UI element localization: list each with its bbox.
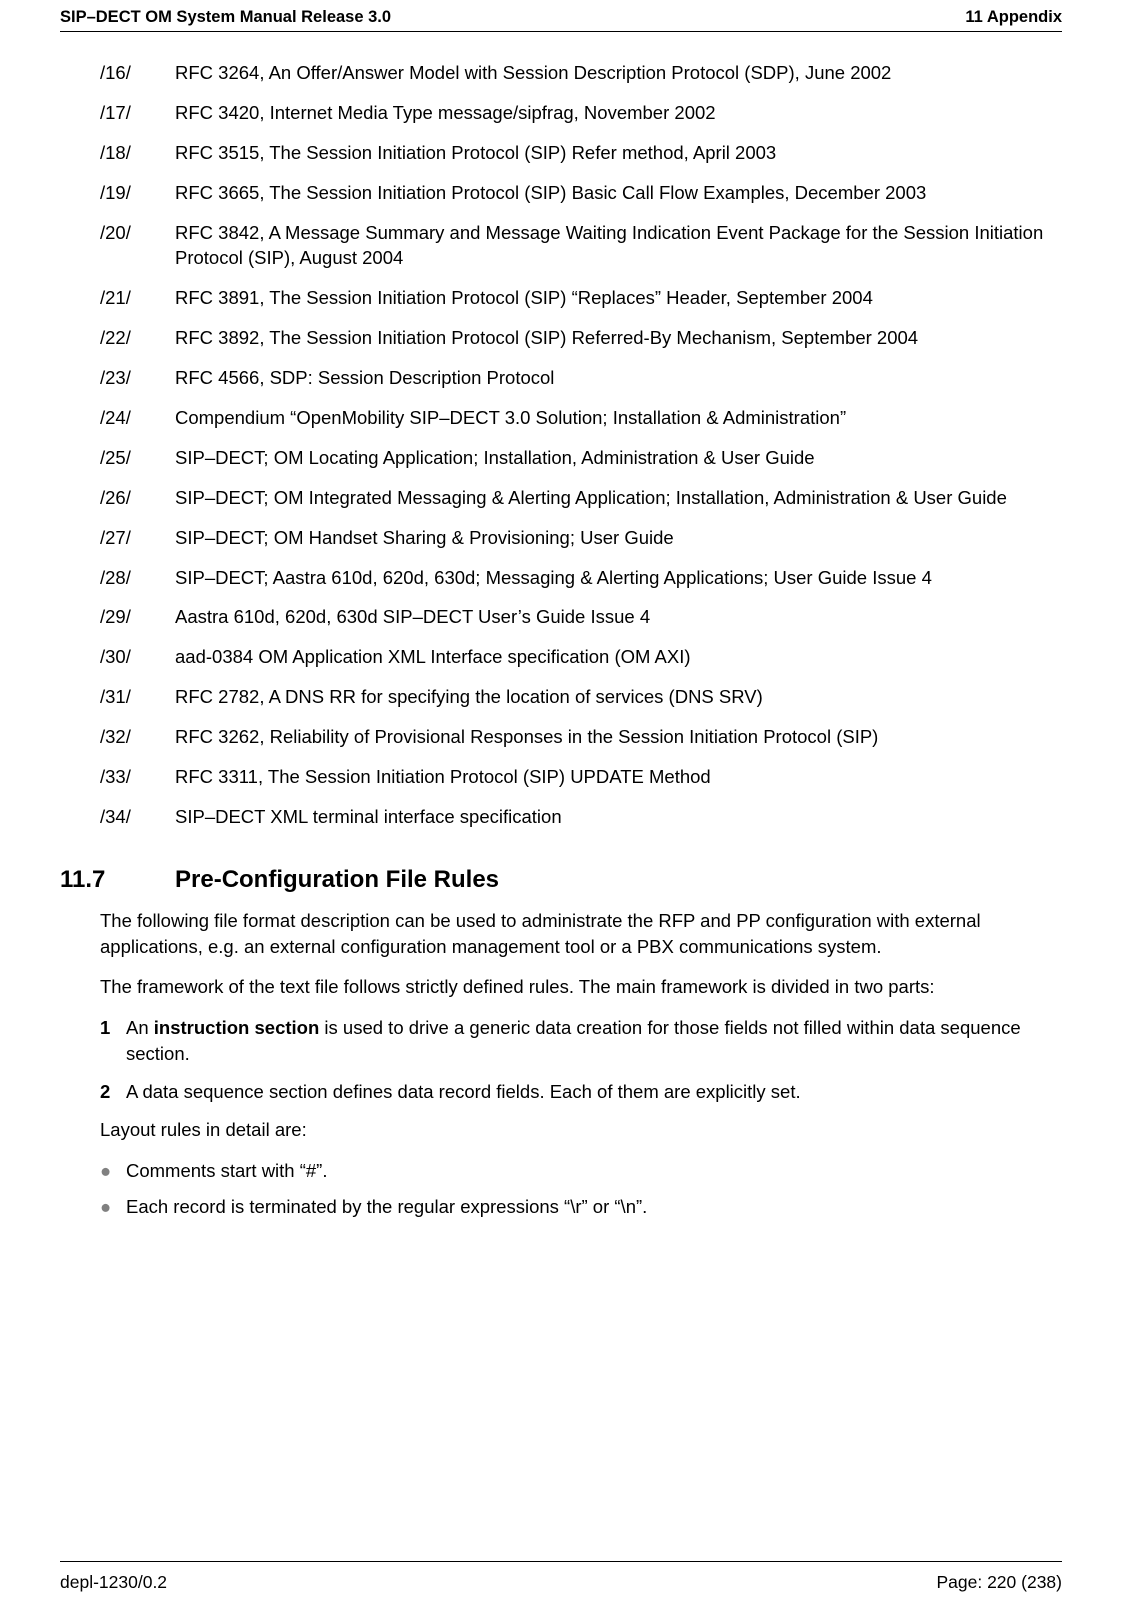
- body-paragraph: The following file format description ca…: [100, 908, 1062, 961]
- reference-number: /20/: [100, 220, 175, 272]
- reference-item: /21/RFC 3891, The Session Initiation Pro…: [100, 285, 1062, 311]
- reference-text: Aastra 610d, 620d, 630d SIP–DECT User’s …: [175, 604, 1062, 630]
- reference-number: /25/: [100, 445, 175, 471]
- reference-item: /34/SIP–DECT XML terminal interface spec…: [100, 804, 1062, 830]
- reference-item: /24/Compendium “OpenMobility SIP–DECT 3.…: [100, 405, 1062, 431]
- reference-text: RFC 3420, Internet Media Type message/si…: [175, 100, 1062, 126]
- reference-text: RFC 3891, The Session Initiation Protoco…: [175, 285, 1062, 311]
- reference-number: /17/: [100, 100, 175, 126]
- numbered-item-text: A data sequence section defines data rec…: [126, 1079, 1052, 1105]
- reference-item: /23/RFC 4566, SDP: Session Description P…: [100, 365, 1062, 391]
- reference-item: /22/RFC 3892, The Session Initiation Pro…: [100, 325, 1062, 351]
- reference-number: /22/: [100, 325, 175, 351]
- reference-number: /28/: [100, 565, 175, 591]
- reference-number: /29/: [100, 604, 175, 630]
- reference-item: /29/Aastra 610d, 620d, 630d SIP–DECT Use…: [100, 604, 1062, 630]
- reference-item: /33/RFC 3311, The Session Initiation Pro…: [100, 764, 1062, 790]
- section-number: 11.7: [60, 866, 175, 894]
- page-footer: depl-1230/0.2 Page: 220 (238): [60, 1561, 1062, 1593]
- reference-text: SIP–DECT; OM Handset Sharing & Provision…: [175, 525, 1062, 551]
- reference-number: /27/: [100, 525, 175, 551]
- reference-item: /28/SIP–DECT; Aastra 610d, 620d, 630d; M…: [100, 565, 1062, 591]
- reference-text: SIP–DECT XML terminal interface specific…: [175, 804, 1062, 830]
- reference-item: /20/RFC 3842, A Message Summary and Mess…: [100, 220, 1062, 272]
- reference-number: /26/: [100, 485, 175, 511]
- page-content: /16/RFC 3264, An Offer/Answer Model with…: [60, 32, 1062, 1220]
- footer-left: depl-1230/0.2: [60, 1572, 167, 1593]
- body-paragraph: Layout rules in detail are:: [100, 1117, 1062, 1143]
- reference-item: /17/RFC 3420, Internet Media Type messag…: [100, 100, 1062, 126]
- reference-text: RFC 2782, A DNS RR for specifying the lo…: [175, 684, 1062, 710]
- bullet-icon: ●: [100, 1158, 126, 1184]
- section-title: Pre-Configuration File Rules: [175, 866, 499, 894]
- numbered-item: 2 A data sequence section defines data r…: [100, 1079, 1062, 1105]
- bullet-item: ● Comments start with “#”.: [100, 1158, 1062, 1184]
- reference-item: /31/RFC 2782, A DNS RR for specifying th…: [100, 684, 1062, 710]
- reference-item: /16/RFC 3264, An Offer/Answer Model with…: [100, 60, 1062, 86]
- bullet-icon: ●: [100, 1194, 126, 1220]
- reference-number: /31/: [100, 684, 175, 710]
- reference-text: RFC 3262, Reliability of Provisional Res…: [175, 724, 1062, 750]
- reference-text: Compendium “OpenMobility SIP–DECT 3.0 So…: [175, 405, 1062, 431]
- header-right: 11 Appendix: [965, 8, 1062, 27]
- reference-number: /34/: [100, 804, 175, 830]
- reference-number: /24/: [100, 405, 175, 431]
- page-header: SIP–DECT OM System Manual Release 3.0 11…: [60, 0, 1062, 32]
- header-left: SIP–DECT OM System Manual Release 3.0: [60, 8, 391, 27]
- reference-text: RFC 3665, The Session Initiation Protoco…: [175, 180, 1062, 206]
- bullet-item-text: Comments start with “#”.: [126, 1158, 328, 1184]
- reference-item: /26/SIP–DECT; OM Integrated Messaging & …: [100, 485, 1062, 511]
- reference-text: RFC 3311, The Session Initiation Protoco…: [175, 764, 1062, 790]
- reference-number: /32/: [100, 724, 175, 750]
- numbered-item-marker: 2: [100, 1079, 126, 1105]
- reference-item: /19/RFC 3665, The Session Initiation Pro…: [100, 180, 1062, 206]
- bullet-item: ● Each record is terminated by the regul…: [100, 1194, 1062, 1220]
- reference-text: SIP–DECT; OM Locating Application; Insta…: [175, 445, 1062, 471]
- reference-text: RFC 3515, The Session Initiation Protoco…: [175, 140, 1062, 166]
- reference-text: aad-0384 OM Application XML Interface sp…: [175, 644, 1062, 670]
- reference-item: /27/SIP–DECT; OM Handset Sharing & Provi…: [100, 525, 1062, 551]
- numbered-item: 1 An instruction section is used to driv…: [100, 1015, 1062, 1068]
- reference-item: /32/RFC 3262, Reliability of Provisional…: [100, 724, 1062, 750]
- reference-number: /33/: [100, 764, 175, 790]
- body-paragraph: The framework of the text file follows s…: [100, 974, 1062, 1000]
- reference-number: /16/: [100, 60, 175, 86]
- section-heading: 11.7 Pre-Configuration File Rules: [60, 866, 1062, 894]
- numbered-item-marker: 1: [100, 1015, 126, 1068]
- reference-text: RFC 4566, SDP: Session Description Proto…: [175, 365, 1062, 391]
- reference-number: /19/: [100, 180, 175, 206]
- bullet-item-text: Each record is terminated by the regular…: [126, 1194, 647, 1220]
- reference-number: /23/: [100, 365, 175, 391]
- references-list: /16/RFC 3264, An Offer/Answer Model with…: [100, 60, 1062, 830]
- reference-number: /21/: [100, 285, 175, 311]
- reference-text: RFC 3892, The Session Initiation Protoco…: [175, 325, 1062, 351]
- reference-number: /30/: [100, 644, 175, 670]
- reference-item: /30/aad-0384 OM Application XML Interfac…: [100, 644, 1062, 670]
- reference-number: /18/: [100, 140, 175, 166]
- reference-item: /18/RFC 3515, The Session Initiation Pro…: [100, 140, 1062, 166]
- numbered-item-text: An instruction section is used to drive …: [126, 1015, 1052, 1068]
- reference-text: SIP–DECT; Aastra 610d, 620d, 630d; Messa…: [175, 565, 1062, 591]
- reference-text: RFC 3842, A Message Summary and Message …: [175, 220, 1062, 272]
- reference-text: SIP–DECT; OM Integrated Messaging & Aler…: [175, 485, 1062, 511]
- reference-item: /25/SIP–DECT; OM Locating Application; I…: [100, 445, 1062, 471]
- footer-right: Page: 220 (238): [936, 1572, 1062, 1593]
- reference-text: RFC 3264, An Offer/Answer Model with Ses…: [175, 60, 1062, 86]
